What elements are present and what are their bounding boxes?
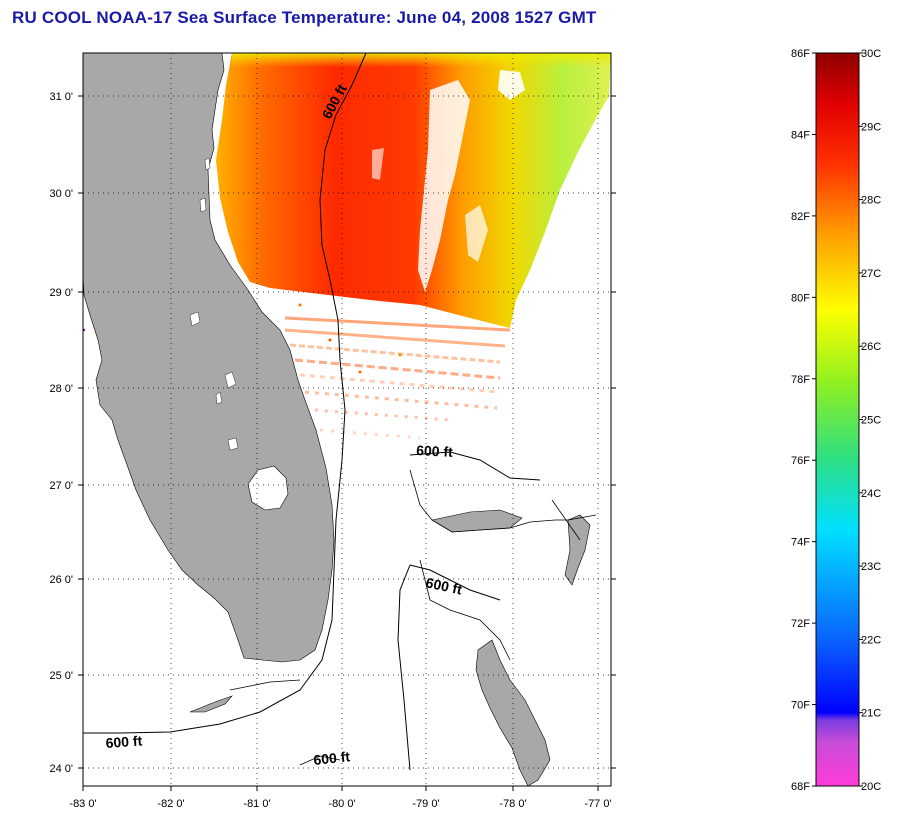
- latitude-label: 28 0': [49, 383, 73, 395]
- colorbar-fahrenheit-labels: 86F 84F 82F 80F 78F 76F 74F 72F 70F 68F: [791, 48, 816, 793]
- latitude-label: 27 0': [49, 480, 73, 492]
- longitude-label: -82 0': [157, 798, 184, 810]
- colorbar-celsius-label: 28C: [861, 195, 881, 207]
- colorbar-celsius-label: 21C: [861, 708, 881, 720]
- colorbar-fahrenheit-label: 82F: [791, 211, 810, 223]
- longitude-label: -79 0': [412, 798, 439, 810]
- colorbar-fahrenheit-label: 70F: [791, 700, 810, 712]
- graticule: [78, 53, 616, 791]
- colorbar: 86F 84F 82F 80F 78F 76F 74F 72F 70F 68F 30C 29C 28C…: [791, 48, 881, 793]
- contour-label: 600 ft: [416, 442, 454, 460]
- latitude-label: 26 0': [49, 574, 73, 586]
- sst-swath-south: [284, 316, 511, 440]
- colorbar-fahrenheit-label: 86F: [791, 48, 810, 60]
- longitude-label: -83 0': [69, 798, 96, 810]
- lake-okeechobee: [247, 465, 289, 511]
- longitude-label: -81 0': [243, 798, 270, 810]
- bank-outlines: [229, 469, 597, 766]
- latitude-label: 30 0': [49, 188, 73, 200]
- map-frame: [82, 52, 612, 787]
- latitude-labels: 31 0' 30 0' 29 0' 28 0' 27 0' 26 0' 25 0' 24 0': [49, 91, 73, 775]
- colorbar-fahrenheit-label: 72F: [791, 618, 810, 630]
- land-florida: [83, 53, 335, 663]
- longitude-label: -77 0': [584, 798, 611, 810]
- colorbar-fahrenheit-label: 78F: [791, 374, 810, 386]
- colorbar-celsius-label: 26C: [861, 341, 881, 353]
- latitude-label: 24 0': [49, 763, 73, 775]
- map-area: [83, 53, 611, 786]
- colorbar-celsius-label: 27C: [861, 268, 881, 280]
- contour-label: 600 ft: [105, 732, 143, 751]
- colorbar-fahrenheit-label: 80F: [791, 292, 810, 304]
- colorbar-gradient: [815, 52, 860, 787]
- colorbar-fahrenheit-label: 68F: [791, 781, 810, 793]
- contour-label: 600 ft: [313, 748, 351, 768]
- sst-swath-north-top: [232, 53, 611, 110]
- colorbar-celsius-label: 23C: [861, 561, 881, 573]
- latitude-label: 25 0': [49, 670, 73, 682]
- colorbar-fahrenheit-label: 76F: [791, 455, 810, 467]
- latitude-label: 29 0': [49, 287, 73, 299]
- colorbar-celsius-label: 20C: [861, 781, 881, 793]
- colorbar-celsius-labels: 30C 29C 28C 27C 26C 25C 24C 23C 22C 21C 20C: [859, 48, 881, 793]
- latitude-label: 31 0': [49, 91, 73, 103]
- colorbar-celsius-label: 22C: [861, 634, 881, 646]
- sst-swath-north: [216, 53, 611, 328]
- colorbar-celsius-label: 30C: [861, 48, 881, 60]
- small-lakes: [189, 157, 239, 451]
- isobath-600ft: [83, 53, 541, 771]
- colorbar-fahrenheit-label: 74F: [791, 537, 810, 549]
- map-title: RU COOL NOAA-17 Sea Surface Temperature:…: [12, 8, 597, 27]
- colorbar-celsius-label: 25C: [861, 415, 881, 427]
- cloud-gaps: [372, 70, 525, 292]
- colorbar-fahrenheit-label: 84F: [791, 129, 810, 141]
- colorbar-celsius-label: 24C: [861, 488, 881, 500]
- contour-label: 600 ft: [424, 574, 463, 597]
- colorbar-celsius-label: 29C: [861, 121, 881, 133]
- longitude-label: -80 0': [328, 798, 355, 810]
- longitude-labels: -83 0' -82 0' -81 0' -80 0' -79 0' -78 0' -77 …: [69, 798, 611, 810]
- longitude-label: -78 0': [499, 798, 526, 810]
